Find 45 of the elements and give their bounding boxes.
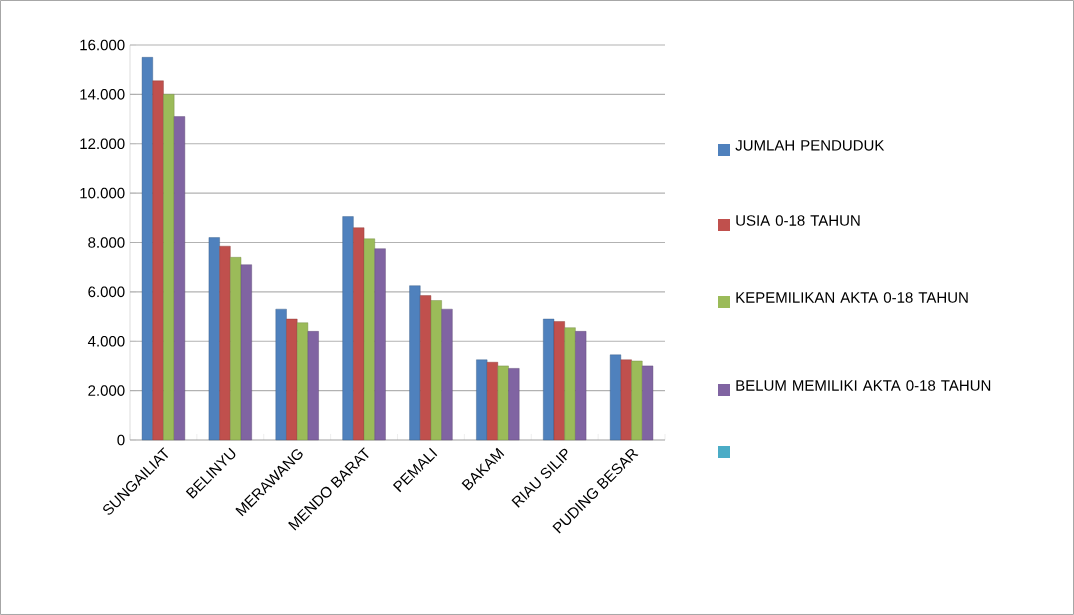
bar: [208, 237, 220, 441]
bar: [543, 318, 555, 441]
legend-label: JUMLAH PENDUDUK: [735, 140, 885, 151]
bar: [342, 216, 354, 441]
bar: [363, 238, 375, 441]
bar: [508, 368, 520, 441]
bar: [575, 331, 587, 441]
bar: [564, 327, 576, 441]
y-tick-label: 2.000: [88, 385, 125, 396]
bar: [275, 308, 287, 441]
bar: [230, 257, 242, 441]
bar: [307, 331, 319, 441]
bar: [420, 295, 432, 441]
y-tick-label: 12.000: [80, 138, 125, 150]
bar: [620, 359, 632, 441]
bar: [240, 264, 252, 441]
bar: [486, 362, 499, 441]
y-tick-label: 8.000: [88, 237, 125, 248]
bar: [609, 354, 622, 441]
bar: [286, 318, 298, 441]
legend-label: KEPEMILIKAN AKTA 0-18 TAHUN: [736, 292, 968, 303]
bar: [642, 365, 654, 441]
bar: [409, 285, 421, 441]
y-tick-label: 4.000: [87, 335, 125, 347]
bar: [631, 360, 643, 441]
legend-label: BELUM MEMILIKI AKTA 0-18 TAHUN: [736, 380, 991, 391]
bar: [353, 227, 365, 441]
y-tick-label: 16.000: [80, 39, 125, 51]
bar: [219, 245, 231, 441]
y-tick-label: 0: [117, 434, 125, 446]
legend-label: USIA 0-18 TAHUN: [736, 215, 860, 226]
y-tick-label: 6.000: [88, 286, 125, 298]
bar: [430, 300, 442, 441]
bar: [163, 94, 175, 441]
bar: [497, 365, 509, 441]
bar: [441, 308, 453, 441]
y-tick-label: 10.000: [80, 187, 125, 199]
bar: [152, 80, 164, 441]
bar: [476, 359, 488, 441]
bar: [374, 248, 386, 441]
y-tick-label: 14.000: [80, 89, 125, 100]
bar: [553, 321, 565, 441]
bar: [296, 322, 309, 441]
bar: [173, 116, 186, 441]
bar: [141, 57, 153, 441]
